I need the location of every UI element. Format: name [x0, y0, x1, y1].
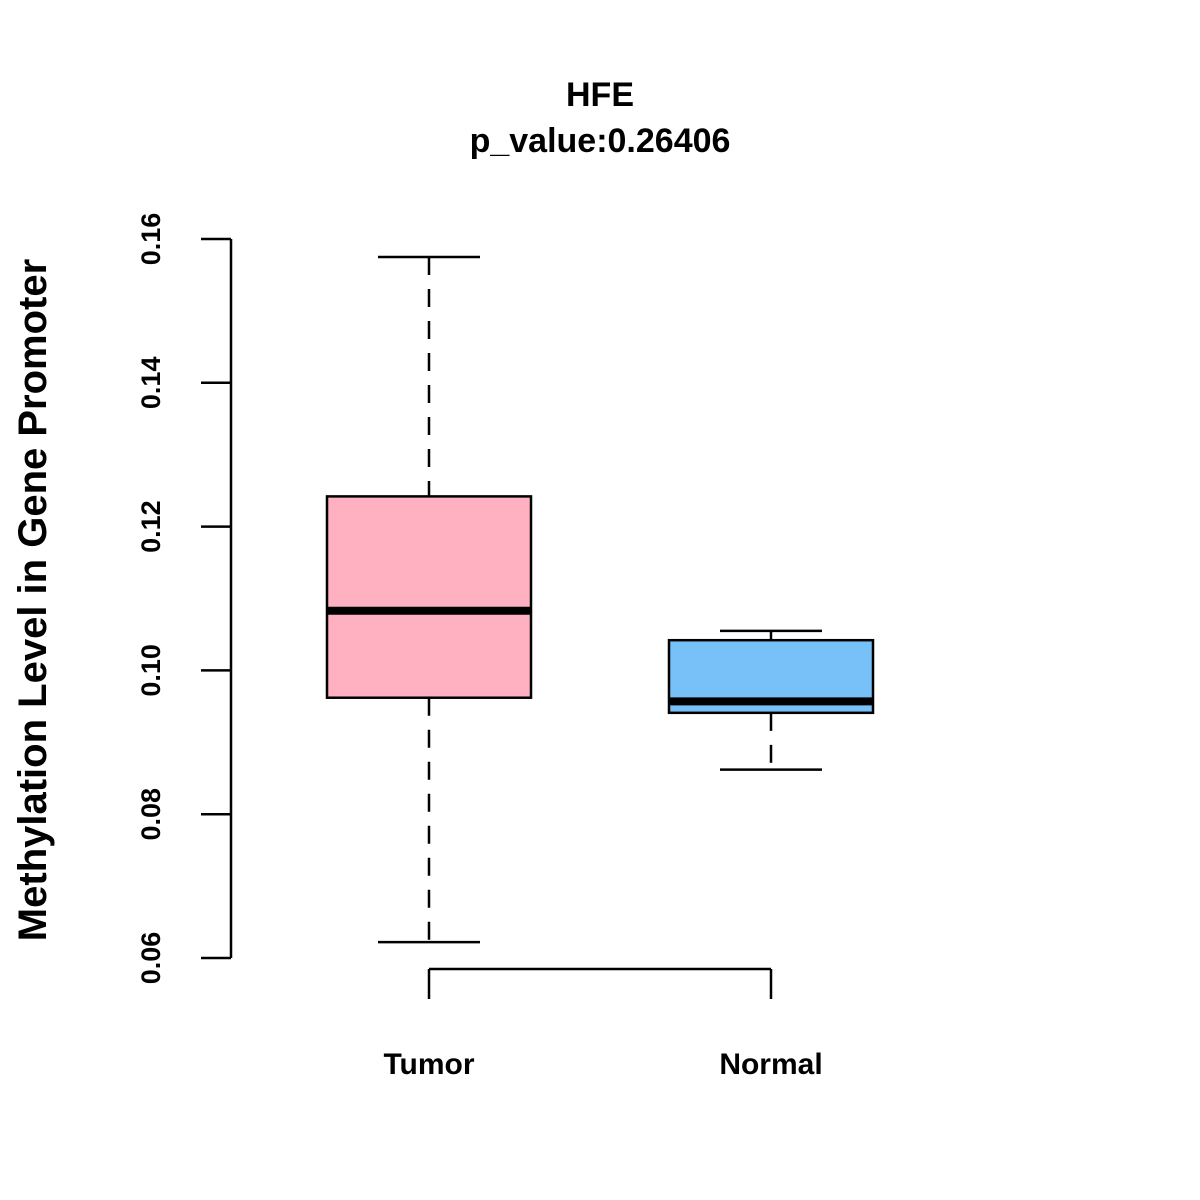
box-normal — [667, 629, 875, 771]
y-tick-label: 0.14 — [136, 357, 166, 410]
y-tick-label: 0.16 — [136, 213, 166, 266]
y-tick-label: 0.08 — [136, 788, 166, 841]
chart-subtitle: p_value:0.26406 — [470, 122, 731, 160]
chart-title: HFE — [566, 76, 634, 114]
y-tick-label: 0.12 — [136, 500, 166, 553]
y-tick-label: 0.10 — [136, 644, 166, 697]
iqr-box — [325, 495, 533, 699]
y-axis-label: Methylation Level in Gene Promoter — [11, 259, 55, 941]
x-axis: Tumor Normal — [383, 967, 823, 1081]
box-tumor — [325, 255, 533, 944]
x-tick-label: Tumor — [383, 1048, 474, 1081]
y-tick-label: 0.06 — [136, 932, 166, 985]
x-tick-label: Normal — [719, 1048, 822, 1081]
y-axis: 0.06 0.08 0.10 0.12 0.14 0.16 — [136, 213, 233, 985]
boxes-layer — [325, 255, 875, 944]
